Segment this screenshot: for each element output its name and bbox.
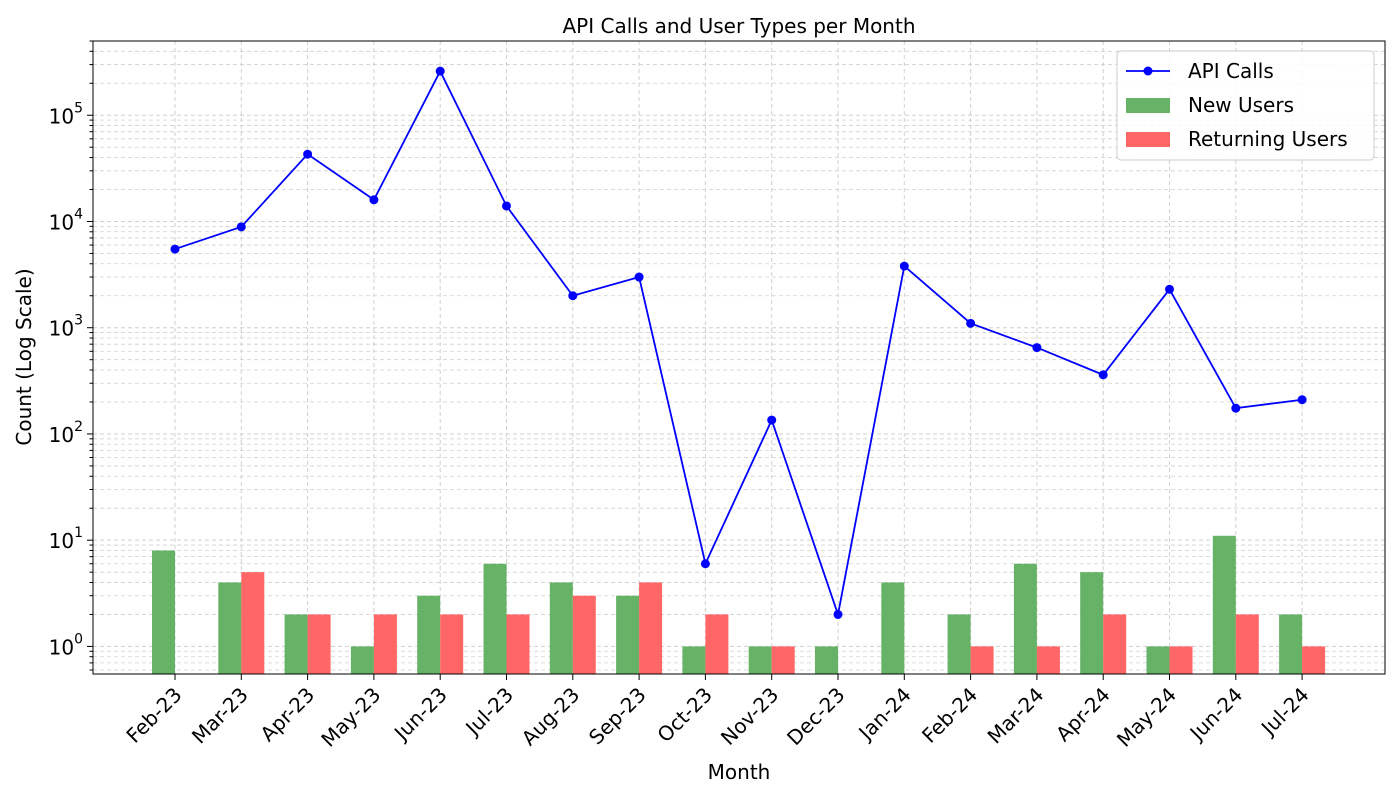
grid (93, 40, 1385, 674)
api-calls-point (1098, 370, 1108, 380)
returning-users-bar (1302, 646, 1326, 674)
legend-label: API Calls (1188, 59, 1274, 83)
returning-users-bar (705, 614, 729, 674)
new-users-bar (350, 646, 374, 674)
returning-users-bar (307, 614, 331, 674)
plot-frame (92, 40, 1386, 675)
new-users-bar (549, 582, 573, 674)
api-calls-point (634, 272, 644, 282)
chart-title: API Calls and User Types per Month (562, 14, 915, 38)
legend-label: New Users (1188, 93, 1294, 117)
new-users-bar (616, 595, 640, 674)
new-users-bar (881, 582, 905, 674)
y-tick-exponent: 0 (74, 631, 83, 647)
api-calls-point (767, 415, 777, 425)
legend-swatch (1126, 98, 1170, 113)
y-axis-title: Count (Log Scale) (12, 268, 36, 445)
legend-swatch (1126, 132, 1170, 147)
api-calls-point (236, 222, 246, 232)
api-calls-point (1297, 395, 1307, 405)
api-calls-point (899, 261, 909, 271)
new-users-bar (748, 646, 772, 674)
new-users-bar (218, 582, 242, 674)
new-users-bar (1013, 563, 1037, 674)
api-calls-point (369, 195, 379, 205)
returning-users-bar (1169, 646, 1193, 674)
bars (152, 535, 1326, 674)
api-calls-point (833, 609, 843, 619)
y-tick-exponent: 1 (74, 525, 83, 541)
new-users-bar (417, 595, 441, 674)
returning-users-bar (1036, 646, 1060, 674)
y-tick-exponent: 5 (74, 100, 83, 116)
new-users-bar (682, 646, 706, 674)
returning-users-bar (970, 646, 994, 674)
new-users-bar (152, 550, 175, 674)
api-calls-point (303, 149, 313, 159)
new-users-bar (1212, 535, 1236, 674)
legend-point-marker (1143, 66, 1153, 76)
returning-users-bar (373, 614, 397, 674)
returning-users-bar (1235, 614, 1259, 674)
legend: API Calls New Users Returning Users (1116, 50, 1375, 161)
returning-users-bar (572, 595, 596, 674)
new-users-bar (284, 614, 308, 674)
legend-label: Returning Users (1188, 127, 1348, 151)
api-calls-point (700, 559, 710, 569)
api-calls-point (1032, 343, 1042, 353)
new-users-bar (1146, 646, 1170, 674)
api-calls-polyline (174, 69, 1303, 618)
new-users-bar (815, 646, 838, 674)
new-users-bar (1080, 572, 1104, 674)
returning-users-bar (1103, 614, 1127, 674)
returning-users-bar (440, 614, 464, 674)
api-calls-point (1165, 284, 1174, 294)
returning-users-bar (241, 572, 265, 674)
returning-users-bar (506, 614, 530, 674)
y-tick-exponent: 2 (74, 419, 83, 435)
api-calls-point (568, 291, 578, 301)
new-users-bar (947, 614, 971, 674)
y-tick-exponent: 4 (74, 206, 83, 222)
api-calls-line (170, 66, 1307, 619)
returning-users-bar (771, 646, 795, 674)
api-calls-point (435, 66, 445, 76)
y-tick-exponent: 3 (74, 313, 83, 329)
api-calls-point (502, 201, 511, 211)
legend-box (1116, 50, 1375, 161)
new-users-bar (1279, 614, 1303, 674)
returning-users-bar (639, 582, 663, 674)
api-calls-point (966, 318, 976, 328)
api-calls-point (170, 244, 180, 254)
api-calls-point (1231, 403, 1241, 413)
new-users-bar (483, 563, 507, 674)
x-axis-title: Month (708, 760, 771, 784)
